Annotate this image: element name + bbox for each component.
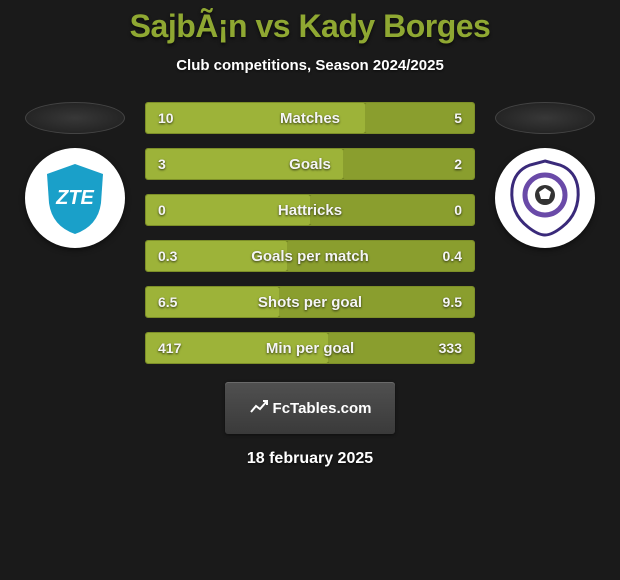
left-club-badge: ZTE <box>25 148 125 248</box>
stat-row: 0.3Goals per match0.4 <box>145 240 475 272</box>
stat-row: 10Matches5 <box>145 102 475 134</box>
comparison-panel: ZTE 10Matches5 3Goals2 0Hattricks0 0.3Goals… <box>0 102 620 364</box>
stat-label: Goals <box>146 149 474 179</box>
stat-right-value: 5 <box>454 103 462 133</box>
stat-right-value: 0.4 <box>443 241 462 271</box>
shield-icon: ZTE <box>35 158 115 238</box>
stat-label: Shots per goal <box>146 287 474 317</box>
subtitle: Club competitions, Season 2024/2025 <box>0 57 620 74</box>
crest-icon <box>502 155 588 241</box>
right-column <box>485 102 605 248</box>
left-column: ZTE <box>15 102 135 248</box>
left-player-ellipse <box>25 102 125 134</box>
footer-date: 18 february 2025 <box>0 450 620 468</box>
right-player-ellipse <box>495 102 595 134</box>
stat-row: 6.5Shots per goal9.5 <box>145 286 475 318</box>
chart-icon <box>249 398 269 418</box>
stat-row: 3Goals2 <box>145 148 475 180</box>
stat-label: Matches <box>146 103 474 133</box>
page-title: SajbÃ¡n vs Kady Borges <box>0 0 620 45</box>
brand-box[interactable]: FcTables.com <box>225 382 395 434</box>
stat-right-value: 333 <box>439 333 462 363</box>
stat-bars: 10Matches5 3Goals2 0Hattricks0 0.3Goals per… <box>145 102 475 364</box>
stat-row: 417Min per goal333 <box>145 332 475 364</box>
brand-text: FcTables.com <box>273 400 372 417</box>
svg-text:ZTE: ZTE <box>55 187 94 209</box>
right-club-badge <box>495 148 595 248</box>
stat-label: Min per goal <box>146 333 474 363</box>
stat-label: Goals per match <box>146 241 474 271</box>
stat-label: Hattricks <box>146 195 474 225</box>
stat-right-value: 0 <box>454 195 462 225</box>
stat-right-value: 2 <box>454 149 462 179</box>
stat-row: 0Hattricks0 <box>145 194 475 226</box>
brand-logo: FcTables.com <box>249 398 372 418</box>
stat-right-value: 9.5 <box>443 287 462 317</box>
